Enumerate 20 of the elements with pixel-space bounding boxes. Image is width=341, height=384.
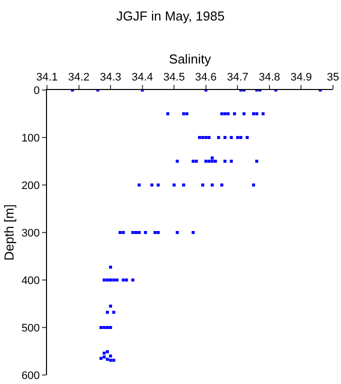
y-axis-title: Depth [m]	[1, 204, 16, 261]
chart-title: JGJF in May, 1985	[116, 8, 225, 24]
x-tick-label: 34.1	[36, 72, 58, 84]
y-tick-label: 100	[21, 132, 40, 144]
x-tick-label: 34.9	[290, 72, 312, 84]
x-tick-label: 34.4	[132, 72, 154, 84]
y-tick-label: 300	[21, 227, 40, 240]
x-tick-label: 34.2	[68, 72, 90, 84]
y-tick-label: 400	[21, 274, 40, 287]
x-tick-label: 34.5	[163, 72, 185, 84]
x-tick-label: 34.6	[195, 72, 217, 84]
y-tick-label: 500	[21, 322, 40, 334]
y-tick-label: 200	[21, 180, 40, 192]
x-tick-label: 34.7	[226, 72, 248, 84]
y-tick-label: 0	[34, 84, 40, 97]
y-tick-label: 600	[21, 370, 40, 382]
x-axis-title: Salinity	[169, 52, 212, 67]
x-tick-label: 35	[326, 72, 340, 84]
x-tick-label: 34.3	[100, 72, 122, 84]
x-tick-label: 34.8	[258, 72, 280, 84]
